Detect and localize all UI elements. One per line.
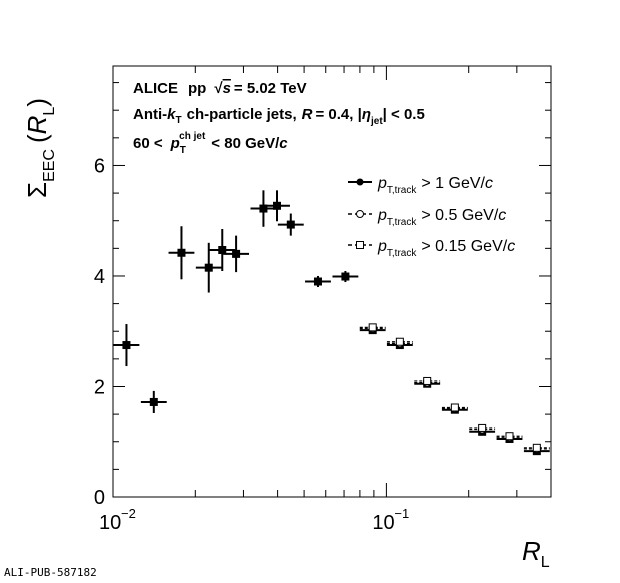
- y-tick-label: 2: [94, 376, 105, 398]
- svg-text:pT,track> 0.5 GeV/c: pT,track > 0.5 GeV/c: [377, 207, 506, 228]
- y-axis-sigma: Σ: [22, 182, 52, 198]
- publication-id: ALI-PUB-587182: [4, 566, 97, 579]
- data-point-marker: [341, 272, 350, 281]
- experiment-label: ALICE pp √s = 5.02 TeV: [133, 80, 307, 97]
- data-point-marker: [532, 443, 541, 452]
- data-point-marker: [368, 323, 377, 332]
- annotation-block: ALICE pp √s = 5.02 TeV Anti-kT ch-particle j…: [133, 80, 425, 156]
- data-point-marker: [505, 432, 514, 441]
- svg-text:RL: RL: [522, 536, 550, 571]
- legend-entry-1gev: pT,track > 1 GeV/c: [348, 175, 493, 196]
- x-tick-label: 10: [99, 512, 121, 534]
- svg-text:pT,track> 0.15 GeV/c: pT,track > 0.15 GeV/c: [377, 238, 515, 259]
- data-point-marker: [149, 397, 158, 406]
- data-point-marker: [313, 277, 322, 286]
- svg-text:pT,track> 1 GeV/c: pT,track > 1 GeV/c: [377, 175, 493, 196]
- data-point-marker: [450, 403, 459, 412]
- pt-range-label: 60 < pTch jet < 80 GeV/c: [133, 131, 288, 156]
- jet-definition-label: Anti-kT ch-particle jets, R = 0.4, |ηjet| <…: [133, 106, 425, 127]
- legend-entry-05gev: pT,track > 0.5 GeV/c: [348, 207, 506, 228]
- y-tick-label: 4: [94, 266, 105, 288]
- series-0: [113, 190, 550, 456]
- data-point-marker: [478, 423, 487, 432]
- x-tick-exponent: −1: [394, 506, 409, 521]
- x-axis-ticks: 10 −2 10 −1: [99, 66, 552, 534]
- x-axis-title: RL: [522, 536, 550, 571]
- data-point-marker: [286, 220, 295, 229]
- data-point-marker: [204, 263, 213, 272]
- data-point-marker: [218, 246, 227, 255]
- x-tick-exponent: −2: [121, 506, 136, 521]
- data-point-marker: [259, 204, 268, 213]
- plot-frame: [112, 65, 552, 498]
- data-point-marker: [395, 337, 404, 346]
- data-point-marker: [177, 248, 186, 257]
- y-axis-ticks: 0 2 4 6: [94, 82, 551, 509]
- y-tick-label: 0: [94, 487, 105, 509]
- legend: pT,track > 1 GeV/c pT,track > 0.5 GeV/c pT…: [348, 175, 515, 259]
- y-axis-r: R: [22, 116, 52, 135]
- x-tick-label: 10: [372, 512, 394, 534]
- data-point-marker: [122, 341, 131, 350]
- data-point-marker: [273, 201, 282, 210]
- y-tick-label: 6: [94, 155, 105, 177]
- series-2: [359, 323, 550, 452]
- y-axis-l-sub: L: [41, 107, 58, 116]
- data-point-marker: [232, 249, 241, 258]
- y-axis-paren-close: ): [22, 98, 52, 107]
- svg-text:ΣEEC(RL): ΣEEC (RL): [22, 98, 58, 198]
- y-axis-title: ΣEEC (RL): [22, 98, 58, 198]
- y-axis-paren: (: [22, 134, 52, 143]
- y-axis-sub: EEC: [41, 149, 58, 182]
- data-layer: [113, 190, 550, 456]
- data-point-marker: [423, 376, 432, 385]
- legend-entry-015gev: pT,track > 0.15 GeV/c: [348, 238, 515, 259]
